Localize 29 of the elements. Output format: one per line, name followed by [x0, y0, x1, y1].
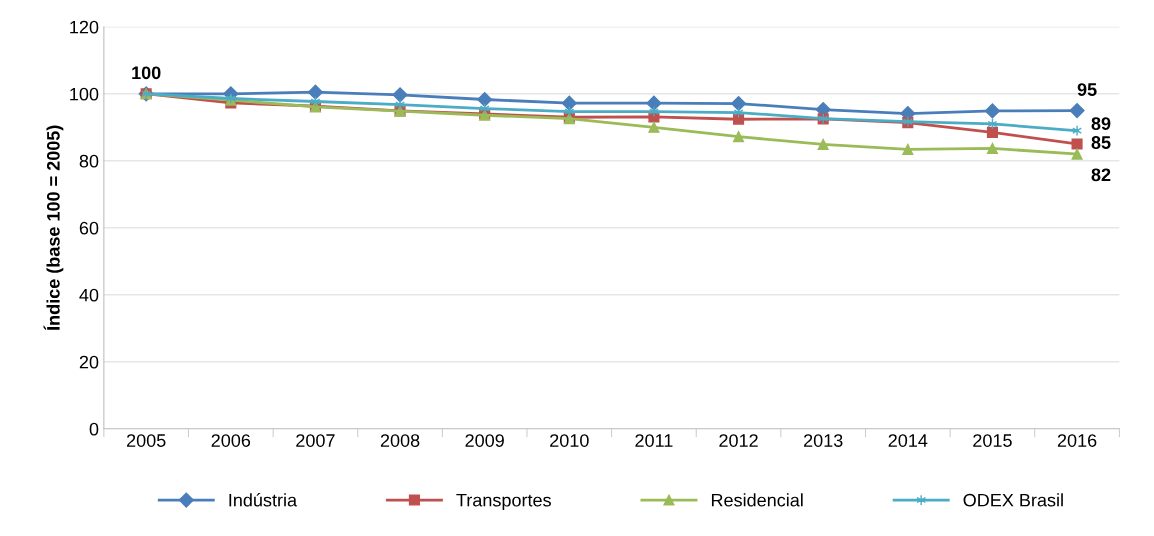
x-tick-label: 2007 — [296, 434, 335, 447]
legend-label: ODEX Brasil — [963, 493, 1063, 507]
legend-label: Transportes — [456, 493, 551, 511]
data-label: 95 — [1077, 83, 1097, 96]
legend-label: Indústria — [229, 493, 298, 507]
x-tick-label: 2016 — [1057, 434, 1097, 447]
x-tick-label: 2012 — [719, 434, 758, 447]
y-tick-label: 20 — [79, 355, 99, 369]
data-label: 89 — [1091, 117, 1111, 130]
data-label: 85 — [1091, 136, 1111, 149]
x-tick-label: 2008 — [380, 434, 420, 447]
y-tick-label: 120 — [70, 20, 99, 34]
y-tick-label: 100 — [70, 87, 99, 101]
data-label: 100 — [132, 66, 161, 80]
x-tick-label: 2005 — [127, 434, 166, 447]
x-tick-label: 2009 — [465, 434, 504, 447]
y-tick-label: 0 — [89, 422, 99, 436]
data-label: 82 — [1091, 168, 1111, 182]
x-tick-label: 2014 — [888, 434, 928, 447]
x-tick-label: 2011 — [635, 434, 673, 447]
x-tick-label: 2015 — [973, 434, 1012, 447]
x-tick-label: 2010 — [550, 434, 589, 447]
x-tick-label: 2013 — [804, 434, 843, 447]
y-tick-label: 80 — [79, 154, 99, 168]
y-axis-title: Índice (base 100 = 2005) — [43, 125, 64, 330]
y-tick-label: 60 — [79, 221, 99, 235]
y-tick-label: 40 — [79, 288, 99, 302]
x-tick-label: 2006 — [211, 434, 251, 447]
legend-label: Residencial — [711, 493, 803, 507]
